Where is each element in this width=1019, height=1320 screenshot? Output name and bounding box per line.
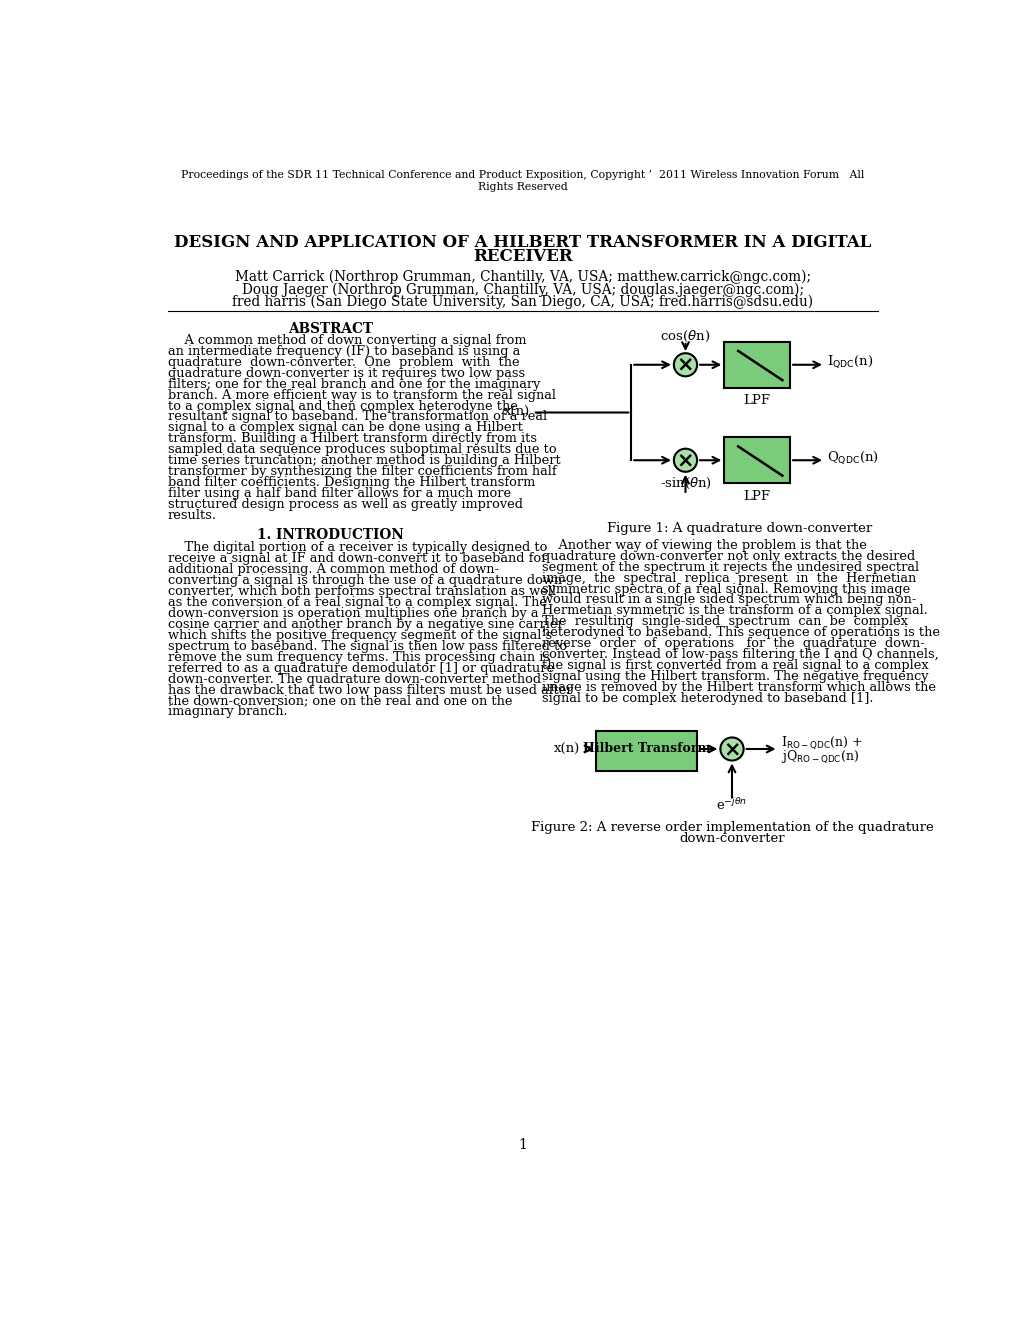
Text: Figure 2: A reverse order implementation of the quadrature: Figure 2: A reverse order implementation… [530,821,932,834]
Text: as the conversion of a real signal to a complex signal. The: as the conversion of a real signal to a … [168,597,546,609]
Text: signal to a complex signal can be done using a Hilbert: signal to a complex signal can be done u… [168,421,523,434]
Text: quadrature  down-converter.  One  problem  with  the: quadrature down-converter. One problem w… [168,356,519,368]
Text: to a complex signal and then complex heterodyne the: to a complex signal and then complex het… [168,400,518,413]
Text: fred harris (San Diego State University, San Diego, CA, USA; fred.harris@sdsu.ed: fred harris (San Diego State University,… [232,294,812,309]
Text: structured design process as well as greatly improved: structured design process as well as gre… [168,498,523,511]
Text: spectrum to baseband. The signal is then low pass filtered to: spectrum to baseband. The signal is then… [168,640,567,653]
Text: x(n): x(n) [503,407,530,418]
FancyBboxPatch shape [723,437,790,483]
Text: band filter coefficients. Designing the Hilbert transform: band filter coefficients. Designing the … [168,477,535,490]
Text: converter, which both performs spectral translation as well: converter, which both performs spectral … [168,585,555,598]
Text: Doug Jaeger (Northrop Grumman, Chantilly, VA, USA; douglas.jaeger@ngc.com);: Doug Jaeger (Northrop Grumman, Chantilly… [242,282,803,297]
Text: quadrature down-converter is it requires two low pass: quadrature down-converter is it requires… [168,367,525,380]
Text: cos($\theta$n): cos($\theta$n) [659,330,710,345]
Text: Proceedings of the SDR 11 Technical Conference and Product Exposition, Copyright: Proceedings of the SDR 11 Technical Conf… [181,170,863,180]
Text: would result in a single sided spectrum which being non-: would result in a single sided spectrum … [541,594,916,606]
Text: image is removed by the Hilbert transform which allows the: image is removed by the Hilbert transfor… [541,681,935,694]
Text: 1: 1 [518,1138,527,1151]
Text: reverse  order  of  operations   for  the  quadrature  down-: reverse order of operations for the quad… [541,638,924,651]
Text: quadrature down-converter not only extracts the desired: quadrature down-converter not only extra… [541,549,914,562]
Text: e$^{-j\theta n}$: e$^{-j\theta n}$ [715,797,747,813]
Text: cosine carrier and another branch by a negative sine carrier: cosine carrier and another branch by a n… [168,618,564,631]
Text: Q$_{\rm QDC}$(n): Q$_{\rm QDC}$(n) [826,449,878,466]
Text: 1. INTRODUCTION: 1. INTRODUCTION [257,528,404,541]
Text: signal to be complex heterodyned to baseband [1].: signal to be complex heterodyned to base… [541,692,872,705]
Text: segment of the spectrum it rejects the undesired spectral: segment of the spectrum it rejects the u… [541,561,918,574]
Circle shape [674,449,696,471]
Text: Rights Reserved: Rights Reserved [478,182,567,191]
Text: an intermediate frequency (IF) to baseband is using a: an intermediate frequency (IF) to baseba… [168,345,520,358]
Text: transform. Building a Hilbert transform directly from its: transform. Building a Hilbert transform … [168,433,536,445]
Text: referred to as a quadrature demodulator [1] or quadrature: referred to as a quadrature demodulator … [168,661,553,675]
Text: DESIGN AND APPLICATION OF A HILBERT TRANSFORMER IN A DIGITAL: DESIGN AND APPLICATION OF A HILBERT TRAN… [174,234,870,251]
Text: filters; one for the real branch and one for the imaginary: filters; one for the real branch and one… [168,378,540,391]
Text: resultant signal to baseband. The transformation of a real: resultant signal to baseband. The transf… [168,411,546,424]
Circle shape [719,738,743,760]
Text: branch. A more efficient way is to transform the real signal: branch. A more efficient way is to trans… [168,388,555,401]
FancyBboxPatch shape [723,342,790,388]
Text: receive a signal at IF and down-convert it to baseband for: receive a signal at IF and down-convert … [168,552,546,565]
Text: which shifts the positive frequency segment of the signal’s: which shifts the positive frequency segm… [168,628,551,642]
Text: The digital portion of a receiver is typically designed to: The digital portion of a receiver is typ… [168,541,546,554]
Text: image,  the  spectral  replica  present  in  the  Hermetian: image, the spectral replica present in t… [541,572,915,585]
Text: remove the sum frequency terms. This processing chain is: remove the sum frequency terms. This pro… [168,651,549,664]
Text: symmetric spectra of a real signal. Removing this image: symmetric spectra of a real signal. Remo… [541,582,910,595]
Text: ×: × [722,739,740,759]
Text: ×: × [676,355,694,375]
Circle shape [674,354,696,376]
Text: I$_{\rm RO-QDC}$(n) +: I$_{\rm RO-QDC}$(n) + [781,734,862,751]
Text: has the drawback that two low pass filters must be used after: has the drawback that two low pass filte… [168,684,572,697]
Text: I$_{\rm QDC}$(n): I$_{\rm QDC}$(n) [826,354,873,370]
Text: LPF: LPF [743,395,770,407]
Text: Hermetian symmetric is the transform of a complex signal.: Hermetian symmetric is the transform of … [541,605,927,618]
Text: ABSTRACT: ABSTRACT [287,322,373,335]
Text: converter. Instead of low-pass filtering the I and Q channels,: converter. Instead of low-pass filtering… [541,648,937,661]
Text: converting a signal is through the use of a quadrature down-: converting a signal is through the use o… [168,574,566,587]
Text: jQ$_{\rm RO-QDC}$(n): jQ$_{\rm RO-QDC}$(n) [781,748,858,766]
Text: heterodyned to baseband. This sequence of operations is the: heterodyned to baseband. This sequence o… [541,626,940,639]
Text: Another way of viewing the problem is that the: Another way of viewing the problem is th… [541,539,866,552]
Text: sampled data sequence produces suboptimal results due to: sampled data sequence produces suboptima… [168,444,556,457]
Text: filter using a half band filter allows for a much more: filter using a half band filter allows f… [168,487,511,500]
Text: Matt Carrick (Northrop Grumman, Chantilly, VA, USA; matthew.carrick@ngc.com);: Matt Carrick (Northrop Grumman, Chantill… [234,271,810,284]
Text: ×: × [676,450,694,470]
Text: transformer by synthesizing the filter coefficients from half: transformer by synthesizing the filter c… [168,465,556,478]
Text: results.: results. [168,510,217,521]
Text: down-converter: down-converter [679,832,784,845]
Text: the down-conversion; one on the real and one on the: the down-conversion; one on the real and… [168,694,512,708]
Text: A common method of down converting a signal from: A common method of down converting a sig… [168,334,526,347]
Text: Figure 1: A quadrature down-converter: Figure 1: A quadrature down-converter [606,521,871,535]
Text: x(n): x(n) [553,742,580,755]
Text: down-conversion is operation multiplies one branch by a: down-conversion is operation multiplies … [168,607,538,620]
Text: LPF: LPF [743,490,770,503]
Text: The  resulting  single-sided  spectrum  can  be  complex: The resulting single-sided spectrum can … [541,615,907,628]
Text: time series truncation; another method is building a Hilbert: time series truncation; another method i… [168,454,560,467]
Text: RECEIVER: RECEIVER [473,248,572,265]
Text: Hilbert Transform: Hilbert Transform [583,742,710,755]
FancyBboxPatch shape [596,730,696,771]
Text: signal using the Hilbert transform. The negative frequency: signal using the Hilbert transform. The … [541,671,927,682]
Text: imaginary branch.: imaginary branch. [168,705,287,718]
Text: additional processing. A common method of down-: additional processing. A common method o… [168,564,498,577]
Text: the signal is first converted from a real signal to a complex: the signal is first converted from a rea… [541,659,928,672]
Text: down-converter. The quadrature down-converter method: down-converter. The quadrature down-conv… [168,673,540,685]
Text: -sin($\theta$n): -sin($\theta$n) [659,475,711,491]
